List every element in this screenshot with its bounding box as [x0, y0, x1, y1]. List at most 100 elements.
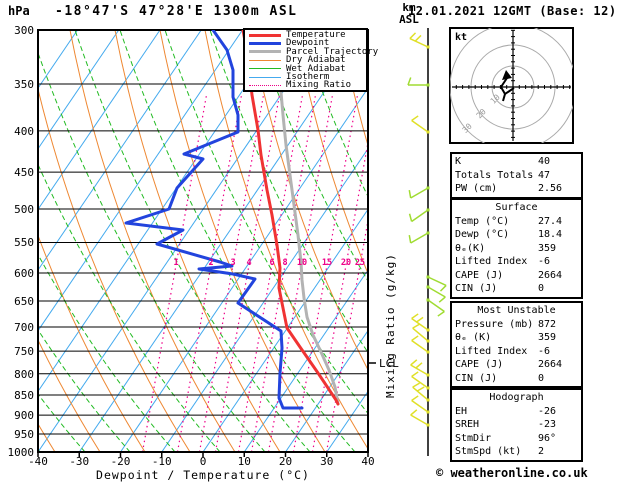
pressure-tick-label: 1000: [7, 446, 35, 459]
wind-barb: [411, 313, 430, 332]
hodograph-table-title: Hodograph: [489, 392, 544, 403]
wind-barb: [412, 382, 430, 402]
table-row-value: 359: [538, 242, 557, 254]
table-row-value: -26: [538, 405, 557, 417]
table-row: StmDir 96°: [455, 432, 578, 446]
pressure-tick-label: 300: [14, 24, 34, 37]
legend-label: Parcel Trajectory: [286, 46, 379, 57]
table-row-label: Lifted Index: [455, 345, 528, 357]
table-row: Pressure (mb) 872: [455, 318, 578, 332]
legend-item: Parcel Trajectory: [249, 47, 378, 57]
mixing-ratio-tick-label: 8: [282, 258, 288, 268]
table-row-label: StmSpd (kt): [455, 446, 522, 457]
legend-item: Wet Adiabat: [249, 64, 366, 73]
temperature-tick-label: -40: [28, 455, 48, 468]
surface-table-title: Surface: [495, 202, 538, 213]
table-row-label: CIN (J): [455, 283, 498, 294]
wind-barb: [411, 335, 430, 354]
table-row-label: θₑ (K): [455, 332, 492, 343]
dewpoint-trace: [124, 30, 304, 410]
pressure-tick-label: 600: [14, 266, 34, 280]
temperature-ticks: [37, 452, 369, 457]
hodograph-trace-arrowhead: [502, 70, 512, 80]
legend-swatch-dewpoint: [249, 42, 281, 46]
pressure-tick-label: 850: [14, 389, 34, 403]
wind-barb-column: [407, 28, 447, 456]
mixing-ratio-tick-label: 4: [246, 258, 252, 268]
table-row-value: 47: [538, 169, 551, 181]
table-row: Temp (°C) 27.4: [455, 215, 578, 229]
table-row: CIN (J) 0: [455, 372, 578, 386]
temperature-tick-label: -20: [110, 455, 131, 468]
table-row-value: 2.56: [538, 183, 563, 194]
table-row-value: 0: [538, 372, 545, 384]
temperature-tick-label: 30: [320, 455, 334, 468]
legend-swatch-mixing-ratio: [249, 85, 281, 87]
copyright-text: © weatheronline.co.uk: [436, 466, 588, 480]
altitude-axis-unit: km ASL: [390, 2, 428, 26]
pressure-tick-label: 450: [14, 166, 34, 180]
wind-barb: [407, 77, 430, 87]
table-row: SREH -23: [455, 418, 578, 432]
table-row: Lifted Index -6: [455, 255, 578, 269]
legend-item: Temperature: [249, 30, 366, 40]
table-row-label: CAPE (J): [455, 269, 504, 281]
legend-swatch-dry-adiabat: [249, 59, 281, 61]
table-row-label: PW (cm): [455, 183, 498, 194]
hodograph-unit-label: kt: [455, 32, 467, 43]
table-row: CAPE (J) 2664: [455, 358, 578, 372]
pressure-tick-label: 500: [14, 203, 34, 217]
temperature-axis-title: Dewpoint / Temperature (°C): [96, 468, 310, 482]
hodograph-trace: [499, 77, 515, 96]
table-row-value: -6: [538, 345, 551, 357]
table-row-value: 18.4: [538, 229, 563, 240]
mixing-ratio-tick-label: 2: [208, 258, 214, 268]
table-row: CIN (J) 0: [455, 282, 578, 296]
table-row-label: EH: [455, 405, 468, 417]
wind-barb: [426, 298, 445, 317]
wind-barb: [426, 285, 446, 303]
most-unstable-table-title: Most Unstable: [477, 305, 556, 316]
run-datetime-title: 12.01.2021 12GMT (Base: 12): [408, 4, 617, 18]
wind-barb: [408, 208, 430, 223]
legend-label: Dewpoint: [286, 38, 330, 49]
legend-item: Mixing Ratio: [249, 80, 366, 91]
table-row-label: SREH: [455, 419, 480, 430]
table-row: K 40: [455, 155, 578, 169]
wind-barb: [408, 186, 430, 199]
pressure-gridlines: [38, 29, 368, 453]
wind-barb: [410, 409, 430, 427]
pressure-tick-label: 650: [14, 295, 34, 308]
table-row-label: Totals Totals: [455, 169, 534, 181]
legend-swatch-temperature: [249, 33, 281, 37]
pressure-tick-label: 400: [14, 124, 34, 138]
station-title: -18°47'S 47°28'E 1300m ASL: [55, 4, 298, 19]
most-unstable-table: Most Unstable Pressure (mb) 872 θₑ (K) 359 L…: [450, 301, 583, 388]
wind-barb: [409, 32, 430, 49]
table-row-label: Pressure (mb): [455, 318, 534, 330]
table-row: Lifted Index -6: [455, 345, 578, 359]
table-row-value: 27.4: [538, 215, 563, 227]
legend-swatch-wet-adiabat: [249, 68, 281, 70]
legend-label: Mixing Ratio: [286, 80, 352, 91]
temperature-tick-label: -10: [151, 455, 172, 468]
hodograph-box: [449, 27, 574, 144]
mixing-ratio-tick-label: 10: [296, 258, 308, 268]
temperature-tick-label: 40: [361, 455, 375, 468]
mixing-ratio-lines: [141, 94, 368, 452]
table-row-value: 96°: [538, 432, 557, 444]
parcel-trajectory-trace: [279, 90, 340, 406]
table-row-value: -6: [538, 256, 551, 267]
table-row: EH -26: [455, 405, 578, 419]
pressure-tick-label: 750: [14, 345, 34, 359]
table-row: θₑ (K) 359: [455, 331, 578, 345]
isotherm-lines: [38, 30, 368, 452]
wind-barb: [412, 323, 430, 343]
mixing-ratio-tick-label: 20: [340, 258, 352, 268]
wind-barb: [411, 115, 430, 134]
table-row-value: 2664: [538, 359, 563, 370]
legend-label: Isotherm: [286, 71, 330, 82]
